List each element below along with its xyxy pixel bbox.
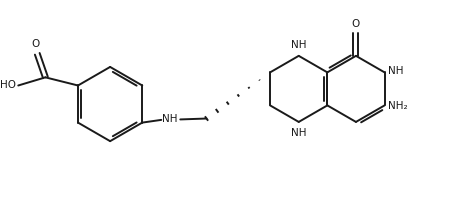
Text: HO: HO (0, 80, 16, 90)
Text: O: O (352, 19, 360, 29)
Text: NH: NH (291, 40, 306, 50)
Text: NH: NH (291, 128, 306, 138)
Text: NH: NH (162, 115, 177, 124)
Text: NH: NH (388, 66, 404, 76)
Text: O: O (31, 39, 39, 49)
Text: NH₂: NH₂ (388, 101, 408, 111)
